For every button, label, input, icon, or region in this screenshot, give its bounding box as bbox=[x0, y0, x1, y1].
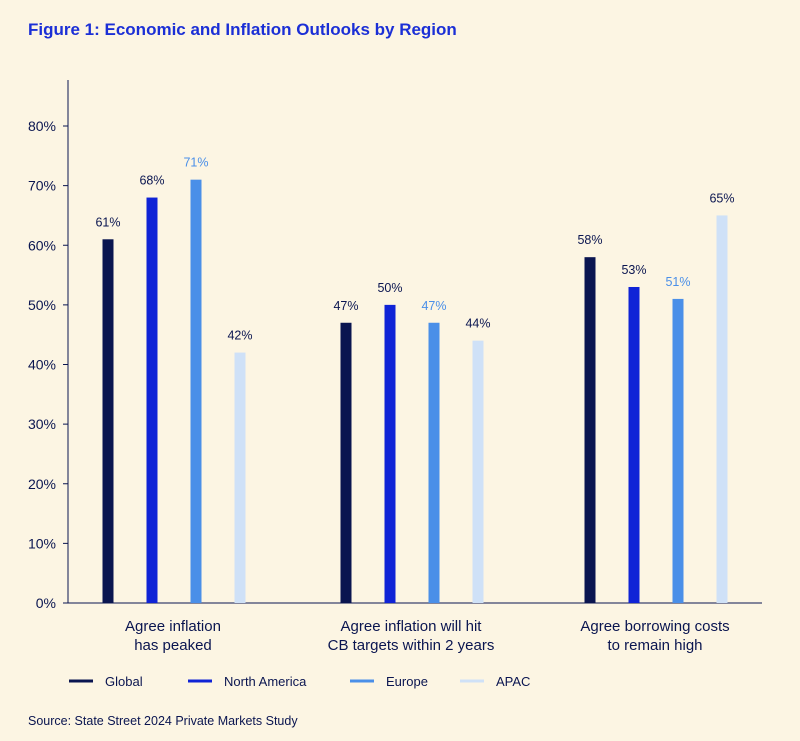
data-label: 65% bbox=[709, 191, 734, 205]
data-label: 42% bbox=[227, 329, 252, 343]
data-label: 47% bbox=[333, 299, 358, 313]
category-label: has peaked bbox=[134, 637, 212, 654]
bar-global bbox=[340, 322, 352, 603]
chart-title: Figure 1: Economic and Inflation Outlook… bbox=[28, 20, 457, 39]
bar-north-america bbox=[628, 286, 640, 603]
y-tick-label: 10% bbox=[28, 535, 56, 551]
category-labels: Agree inflation has peaked Agree inflation… bbox=[125, 618, 730, 654]
bar-apac bbox=[472, 340, 484, 603]
bar-europe bbox=[428, 322, 440, 603]
data-label: 61% bbox=[95, 215, 120, 229]
bar-north-america bbox=[384, 304, 396, 603]
category-label: Agree inflation bbox=[125, 618, 221, 635]
y-tick-label: 80% bbox=[28, 118, 56, 134]
bar-north-america bbox=[146, 197, 158, 604]
category-label: CB targets within 2 years bbox=[328, 637, 495, 654]
data-label: 58% bbox=[577, 233, 602, 247]
bar-global bbox=[584, 257, 596, 603]
y-tick-label: 0% bbox=[36, 595, 56, 611]
y-tick-label: 60% bbox=[28, 237, 56, 253]
data-label: 68% bbox=[139, 174, 164, 188]
bars bbox=[102, 179, 728, 604]
y-tick-label: 50% bbox=[28, 297, 56, 313]
category-label: Agree borrowing costs bbox=[580, 618, 729, 635]
bar-apac bbox=[234, 352, 246, 603]
category-label: to remain high bbox=[607, 637, 702, 654]
y-tick-label: 30% bbox=[28, 416, 56, 432]
data-label: 53% bbox=[621, 263, 646, 277]
legend-label: North America bbox=[224, 674, 307, 689]
legend-label: Global bbox=[105, 674, 143, 689]
data-label: 47% bbox=[421, 299, 446, 313]
bar-europe bbox=[672, 298, 684, 603]
bar-apac bbox=[716, 215, 728, 603]
bar-global bbox=[102, 239, 114, 603]
data-label: 44% bbox=[465, 317, 490, 331]
data-label: 51% bbox=[665, 275, 690, 289]
y-tick-label: 70% bbox=[28, 178, 56, 194]
bar-europe bbox=[190, 179, 202, 603]
source-note: Source: State Street 2024 Private Market… bbox=[28, 714, 298, 728]
data-label: 50% bbox=[377, 281, 402, 295]
y-tick-label: 20% bbox=[28, 476, 56, 492]
legend: Global North America Europe APAC bbox=[69, 674, 530, 689]
data-labels: 61% 47% 58% 68% 50% 53% 71% 47% 51% 42% 44% 65% bbox=[95, 156, 734, 343]
legend-label: APAC bbox=[496, 674, 530, 689]
y-axis: 0% 10% 20% 30% 40% 50% 60% 70% 80% bbox=[28, 80, 69, 611]
data-label: 71% bbox=[183, 156, 208, 170]
legend-label: Europe bbox=[386, 674, 428, 689]
category-label: Agree inflation will hit bbox=[341, 618, 483, 635]
y-tick-label: 40% bbox=[28, 357, 56, 373]
